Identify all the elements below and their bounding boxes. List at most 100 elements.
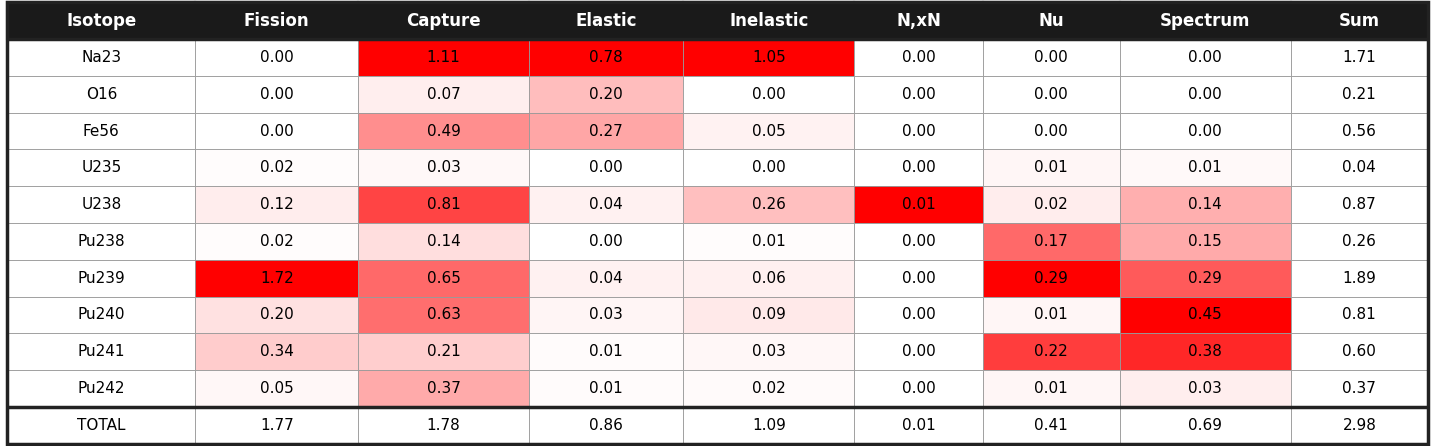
- Bar: [1292, 260, 1428, 297]
- Bar: [7, 370, 195, 407]
- Text: 0.00: 0.00: [260, 50, 294, 65]
- Bar: [1119, 223, 1292, 260]
- Text: 0.78: 0.78: [590, 50, 623, 65]
- Text: 0.02: 0.02: [260, 160, 294, 175]
- Bar: [983, 334, 1119, 370]
- Text: O16: O16: [86, 87, 118, 102]
- Text: Pu239: Pu239: [77, 271, 125, 286]
- Text: Pu241: Pu241: [77, 344, 125, 359]
- Bar: [1119, 112, 1292, 149]
- Text: Sum: Sum: [1339, 12, 1380, 29]
- Text: 0.26: 0.26: [1342, 234, 1376, 249]
- Bar: [854, 407, 983, 444]
- Text: Elastic: Elastic: [575, 12, 637, 29]
- Bar: [983, 186, 1119, 223]
- Bar: [983, 112, 1119, 149]
- Bar: [359, 370, 530, 407]
- Bar: [1292, 334, 1428, 370]
- Text: 0.00: 0.00: [901, 124, 936, 139]
- Bar: [195, 223, 359, 260]
- Text: 0.15: 0.15: [1188, 234, 1223, 249]
- Bar: [983, 2, 1119, 39]
- Bar: [1119, 149, 1292, 186]
- Text: 0.00: 0.00: [1035, 87, 1068, 102]
- Bar: [1119, 407, 1292, 444]
- Bar: [195, 2, 359, 39]
- Text: Pu242: Pu242: [77, 381, 125, 396]
- Text: Inelastic: Inelastic: [729, 12, 808, 29]
- Text: 0.06: 0.06: [752, 271, 786, 286]
- Text: U235: U235: [82, 160, 122, 175]
- Text: 1.05: 1.05: [752, 50, 786, 65]
- Bar: [359, 260, 530, 297]
- Bar: [530, 149, 683, 186]
- Text: 1.78: 1.78: [426, 418, 461, 433]
- Text: 0.49: 0.49: [426, 124, 461, 139]
- Bar: [683, 186, 854, 223]
- Bar: [7, 334, 195, 370]
- Bar: [7, 76, 195, 113]
- Bar: [683, 260, 854, 297]
- Text: 0.26: 0.26: [752, 197, 786, 212]
- Bar: [683, 334, 854, 370]
- Bar: [1119, 186, 1292, 223]
- Bar: [530, 334, 683, 370]
- Text: Pu240: Pu240: [77, 307, 125, 322]
- Text: 0.03: 0.03: [1188, 381, 1223, 396]
- Bar: [195, 149, 359, 186]
- Text: Na23: Na23: [82, 50, 122, 65]
- Text: 1.11: 1.11: [426, 50, 461, 65]
- Text: Isotope: Isotope: [66, 12, 136, 29]
- Bar: [983, 407, 1119, 444]
- Text: 0.00: 0.00: [901, 50, 936, 65]
- Bar: [1119, 2, 1292, 39]
- Bar: [983, 39, 1119, 76]
- Text: 0.00: 0.00: [590, 160, 623, 175]
- Bar: [530, 39, 683, 76]
- Text: 0.21: 0.21: [426, 344, 461, 359]
- Text: Spectrum: Spectrum: [1159, 12, 1250, 29]
- Bar: [983, 260, 1119, 297]
- Text: 1.77: 1.77: [260, 418, 294, 433]
- Text: 0.04: 0.04: [590, 197, 623, 212]
- Text: 0.01: 0.01: [752, 234, 786, 249]
- Bar: [1292, 407, 1428, 444]
- Text: 0.01: 0.01: [901, 418, 936, 433]
- Bar: [983, 370, 1119, 407]
- Bar: [7, 2, 195, 39]
- Text: 0.00: 0.00: [1188, 87, 1223, 102]
- Bar: [530, 260, 683, 297]
- Bar: [683, 76, 854, 113]
- Text: U238: U238: [82, 197, 122, 212]
- Text: 0.00: 0.00: [1188, 124, 1223, 139]
- Bar: [195, 370, 359, 407]
- Text: 0.41: 0.41: [1035, 418, 1068, 433]
- Bar: [683, 223, 854, 260]
- Text: 0.00: 0.00: [901, 307, 936, 322]
- Bar: [1119, 260, 1292, 297]
- Bar: [7, 39, 195, 76]
- Bar: [7, 260, 195, 297]
- Bar: [1292, 76, 1428, 113]
- Text: 0.56: 0.56: [1342, 124, 1376, 139]
- Bar: [195, 297, 359, 334]
- Bar: [359, 112, 530, 149]
- Bar: [7, 407, 195, 444]
- Bar: [1292, 223, 1428, 260]
- Text: 0.03: 0.03: [590, 307, 623, 322]
- Bar: [683, 407, 854, 444]
- Bar: [359, 297, 530, 334]
- Text: N,xN: N,xN: [897, 12, 941, 29]
- Text: 0.37: 0.37: [1342, 381, 1376, 396]
- Text: 0.00: 0.00: [901, 160, 936, 175]
- Text: 0.14: 0.14: [426, 234, 461, 249]
- Text: 0.81: 0.81: [426, 197, 461, 212]
- Bar: [359, 334, 530, 370]
- Text: 0.21: 0.21: [1343, 87, 1376, 102]
- Bar: [7, 149, 195, 186]
- Bar: [854, 370, 983, 407]
- Text: 0.22: 0.22: [1035, 344, 1068, 359]
- Bar: [7, 223, 195, 260]
- Text: 1.09: 1.09: [752, 418, 786, 433]
- Text: 1.71: 1.71: [1343, 50, 1376, 65]
